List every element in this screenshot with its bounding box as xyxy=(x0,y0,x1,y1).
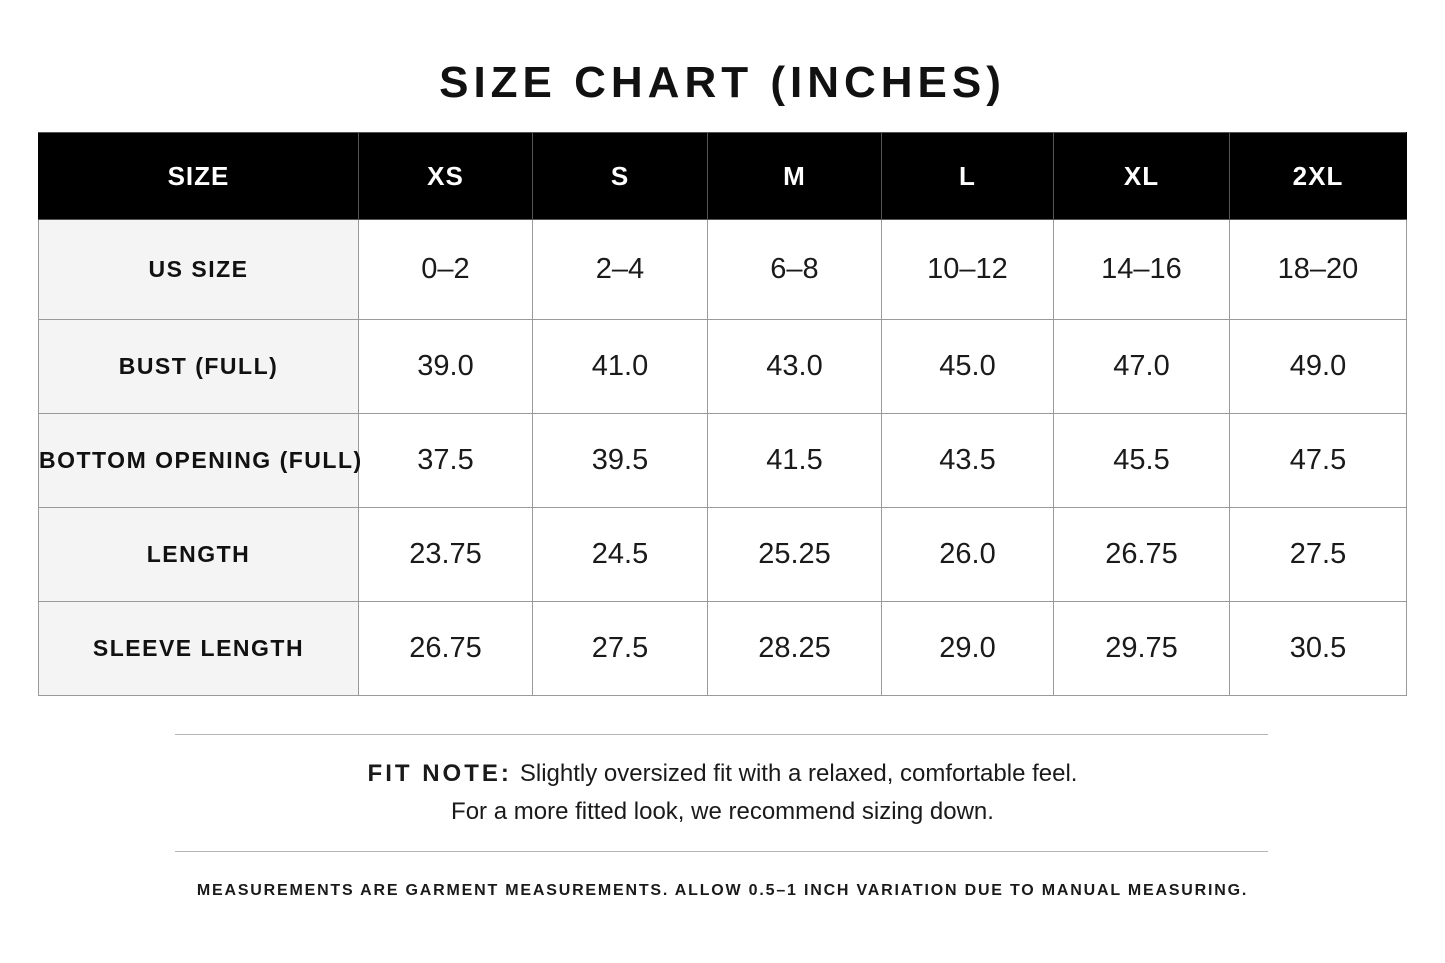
table-cell: 6–8 xyxy=(707,219,882,320)
table-cell: 23.75 xyxy=(358,507,533,602)
header-cell-2xl: 2XL xyxy=(1229,132,1407,220)
table-cell: 18–20 xyxy=(1229,219,1407,320)
table-cell: 43.0 xyxy=(707,319,882,414)
table-row-bust: BUST (FULL) 39.0 41.0 43.0 45.0 47.0 49.… xyxy=(38,319,1407,414)
divider-top xyxy=(175,734,1268,735)
table-cell: 41.5 xyxy=(707,413,882,508)
table-cell: 10–12 xyxy=(881,219,1054,320)
table-cell: 26.75 xyxy=(358,601,533,696)
table-cell: 37.5 xyxy=(358,413,533,508)
header-cell-xs: XS xyxy=(358,132,533,220)
table-cell: 45.0 xyxy=(881,319,1054,414)
row-label: BUST (FULL) xyxy=(38,319,359,414)
fit-note-line-1: FIT NOTE: Slightly oversized fit with a r… xyxy=(0,760,1445,788)
row-label: SLEEVE LENGTH xyxy=(38,601,359,696)
table-cell: 2–4 xyxy=(532,219,708,320)
table-cell: 47.5 xyxy=(1229,413,1407,508)
table-cell: 26.0 xyxy=(881,507,1054,602)
table-cell: 45.5 xyxy=(1053,413,1230,508)
table-cell: 27.5 xyxy=(532,601,708,696)
table-cell: 39.0 xyxy=(358,319,533,414)
table-cell: 39.5 xyxy=(532,413,708,508)
header-row: SIZE XS S M L XL 2XL xyxy=(38,132,1407,220)
header-cell-size: SIZE xyxy=(38,132,359,220)
table-cell: 41.0 xyxy=(532,319,708,414)
row-label: US SIZE xyxy=(38,219,359,320)
table-cell: 24.5 xyxy=(532,507,708,602)
table-cell: 27.5 xyxy=(1229,507,1407,602)
table-cell: 28.25 xyxy=(707,601,882,696)
measurement-footnote: MEASUREMENTS ARE GARMENT MEASUREMENTS. A… xyxy=(196,882,1249,899)
table-cell: 26.75 xyxy=(1053,507,1230,602)
table-cell: 14–16 xyxy=(1053,219,1230,320)
table-row-bottom-opening: BOTTOM OPENING (FULL) 37.5 39.5 41.5 43.… xyxy=(38,413,1407,508)
table-cell: 0–2 xyxy=(358,219,533,320)
table-cell: 47.0 xyxy=(1053,319,1230,414)
table-cell: 43.5 xyxy=(881,413,1054,508)
table-cell: 25.25 xyxy=(707,507,882,602)
page-title: SIZE CHART (INCHES) xyxy=(439,58,1006,107)
header-cell-m: M xyxy=(707,132,882,220)
header-cell-s: S xyxy=(532,132,708,220)
row-label: LENGTH xyxy=(38,507,359,602)
table-cell: 49.0 xyxy=(1229,319,1407,414)
table-row-us-size: US SIZE 0–2 2–4 6–8 10–12 14–16 18–20 xyxy=(38,219,1407,320)
size-chart-table: SIZE XS S M L XL 2XL US SIZE 0–2 2–4 6–8… xyxy=(38,132,1407,696)
header-cell-l: L xyxy=(881,132,1054,220)
table-row-length: LENGTH 23.75 24.5 25.25 26.0 26.75 27.5 xyxy=(38,507,1407,602)
fit-note-line-2: For a more fitted look, we recommend siz… xyxy=(451,798,994,825)
table-cell: 29.0 xyxy=(881,601,1054,696)
table-cell: 29.75 xyxy=(1053,601,1230,696)
table-row-sleeve-length: SLEEVE LENGTH 26.75 27.5 28.25 29.0 29.7… xyxy=(38,601,1407,696)
header-cell-xl: XL xyxy=(1053,132,1230,220)
divider-bottom xyxy=(175,851,1268,852)
fit-note-label: FIT NOTE: xyxy=(367,760,512,787)
table-cell: 30.5 xyxy=(1229,601,1407,696)
fit-note-text-1: Slightly oversized fit with a relaxed, c… xyxy=(519,760,1078,787)
row-label: BOTTOM OPENING (FULL) xyxy=(38,413,361,508)
